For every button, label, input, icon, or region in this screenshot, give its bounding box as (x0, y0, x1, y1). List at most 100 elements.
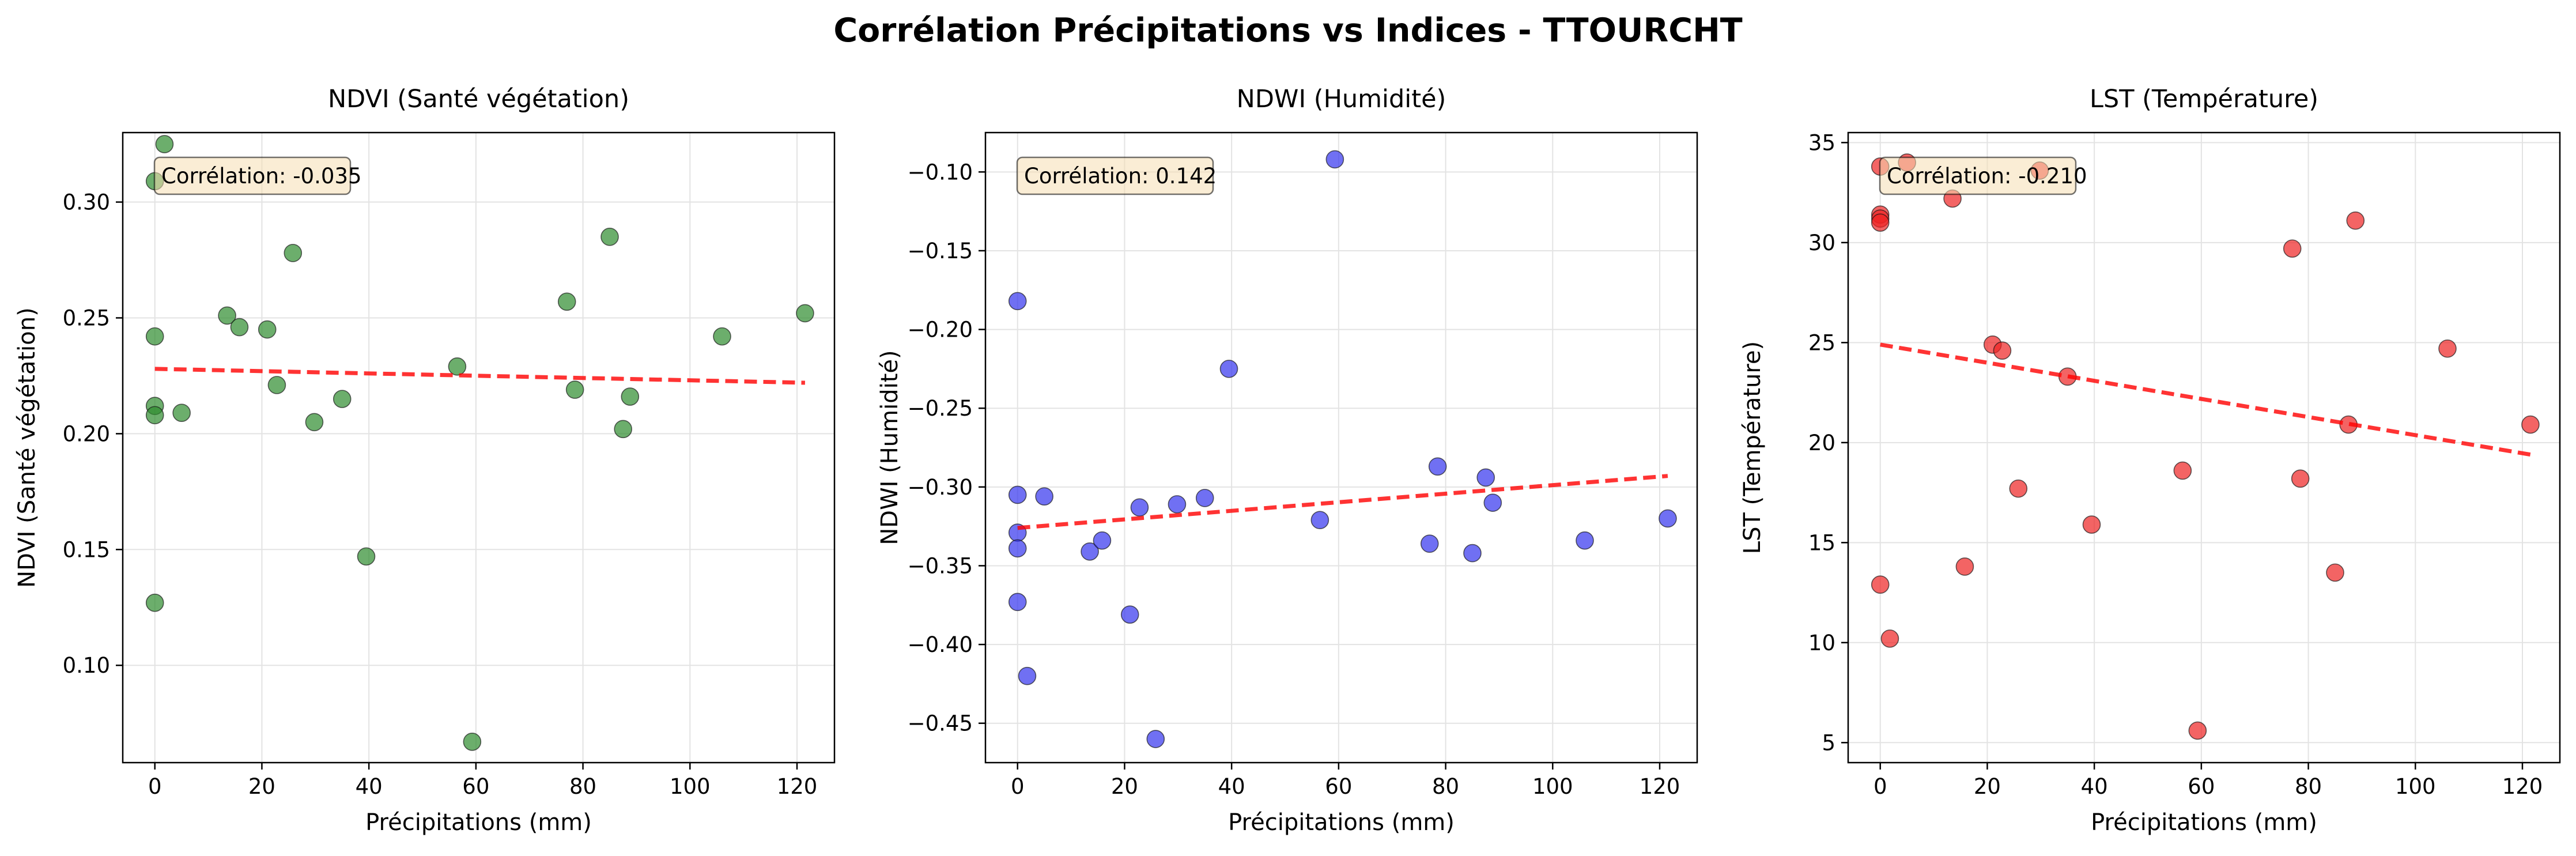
data-point (172, 404, 191, 423)
data-point (2291, 469, 2310, 488)
x-tick-label: 20 (1111, 774, 1138, 799)
y-tick-label: 0.10 (63, 653, 110, 678)
data-point (1576, 531, 1594, 550)
correlation-box (153, 156, 352, 195)
data-point (1483, 493, 1502, 512)
data-point (155, 135, 174, 153)
data-point (218, 306, 236, 325)
x-tick-label: 60 (2188, 774, 2215, 799)
x-tick-label: 0 (148, 774, 162, 799)
data-point (2173, 461, 2192, 480)
data-point (614, 420, 633, 439)
panel-title: LST (Température) (2090, 85, 2318, 114)
x-tick-label: 20 (1974, 774, 2001, 799)
trend-line (154, 367, 806, 385)
x-tick-label: 100 (1532, 774, 1573, 799)
y-axis-label: NDVI (Santé végétation) (14, 307, 40, 587)
data-point (1008, 485, 1027, 504)
data-point (2326, 563, 2344, 582)
y-axis-label: LST (Température) (1739, 341, 1766, 554)
panel-title: NDVI (Santé végétation) (328, 85, 629, 114)
x-tick-label: 100 (670, 774, 711, 799)
data-point (357, 547, 376, 566)
correlation-label: Corrélation: -0.210 (1887, 164, 2087, 188)
y-tick-label: −0.25 (908, 396, 973, 421)
figure-title: Corrélation Précipitations vs Indices - … (833, 12, 1742, 50)
correlation-box (1016, 156, 1214, 195)
data-point (1081, 542, 1099, 561)
data-point (1146, 730, 1165, 748)
y-tick-label: 15 (1808, 530, 1835, 555)
data-point (1008, 539, 1027, 558)
y-tick-label: 0.20 (63, 421, 110, 446)
data-point (1018, 666, 1037, 685)
y-tick-label: −0.15 (908, 239, 973, 263)
data-point (448, 357, 467, 376)
x-tick-label: 120 (777, 774, 818, 799)
data-point (1008, 292, 1027, 311)
data-point (565, 380, 584, 399)
data-point (267, 376, 286, 394)
data-point (145, 406, 164, 425)
panels: 0 20 40 60 80 100 1200.100.150.200.250.30NDVI … (14, 85, 2561, 836)
data-point (1420, 534, 1439, 553)
y-tick-label: −0.10 (908, 160, 973, 184)
data-point (145, 593, 164, 612)
y-tick-label: 20 (1808, 431, 1835, 455)
data-point (1659, 509, 1677, 528)
x-tick-label: 0 (1011, 774, 1025, 799)
axes-frame (122, 131, 836, 764)
axes-frame (984, 131, 1698, 764)
y-tick-label: −0.45 (908, 711, 973, 736)
data-point (796, 304, 814, 323)
y-tick-label: −0.20 (908, 318, 973, 342)
data-point (1871, 213, 1890, 232)
data-point (621, 387, 640, 406)
data-point (1219, 360, 1238, 378)
x-tick-label: 40 (356, 774, 383, 799)
data-point (258, 320, 277, 339)
data-point (2346, 211, 2365, 230)
data-point (305, 413, 324, 432)
data-point (600, 228, 619, 246)
data-point (284, 244, 303, 262)
data-point (713, 327, 731, 346)
y-axis-label: NDWI (Humidité) (877, 350, 903, 545)
data-point (1130, 498, 1149, 517)
x-tick-label: 80 (2295, 774, 2322, 799)
data-point (1463, 544, 1482, 563)
x-tick-label: 60 (1325, 774, 1352, 799)
data-point (1993, 341, 2012, 360)
data-point (1428, 457, 1447, 476)
x-axis-label: Précipitations (mm) (2091, 809, 2317, 836)
data-point (1195, 489, 1214, 507)
y-tick-label: 5 (1822, 730, 1835, 755)
data-point (2009, 479, 2028, 498)
data-point (2082, 515, 2101, 534)
data-point (1035, 487, 1053, 506)
y-tick-label: 25 (1808, 330, 1835, 355)
data-point (1955, 557, 1974, 576)
trend-line (1880, 342, 2531, 457)
x-tick-label: 80 (569, 774, 596, 799)
data-point (2438, 339, 2457, 358)
data-point (1008, 593, 1027, 612)
trend-line (1017, 474, 1668, 530)
panel-title: NDWI (Humidité) (1237, 85, 1446, 114)
panel-1: 0 20 40 60 80 100 120 0.10 0.15 0.20 0.25 0.30 NDVI … (14, 85, 836, 836)
panel-3: 0 20 40 60 80 100 120 5 10 15 20 25 30 35 LST (Tempéra… (1739, 85, 2561, 836)
x-tick-label: 80 (1432, 774, 1459, 799)
x-tick-label: 0 (1874, 774, 1887, 799)
y-tick-label: 35 (1808, 130, 1835, 155)
data-point (1325, 150, 1344, 169)
y-tick-label: 0.30 (63, 190, 110, 215)
data-point (230, 318, 249, 337)
data-point (1120, 605, 1139, 624)
x-tick-label: 60 (462, 774, 489, 799)
data-point (1093, 531, 1112, 550)
data-point (1310, 511, 1329, 529)
y-tick-label: 30 (1808, 231, 1835, 255)
x-tick-label: 20 (248, 774, 275, 799)
x-tick-label: 100 (2395, 774, 2436, 799)
